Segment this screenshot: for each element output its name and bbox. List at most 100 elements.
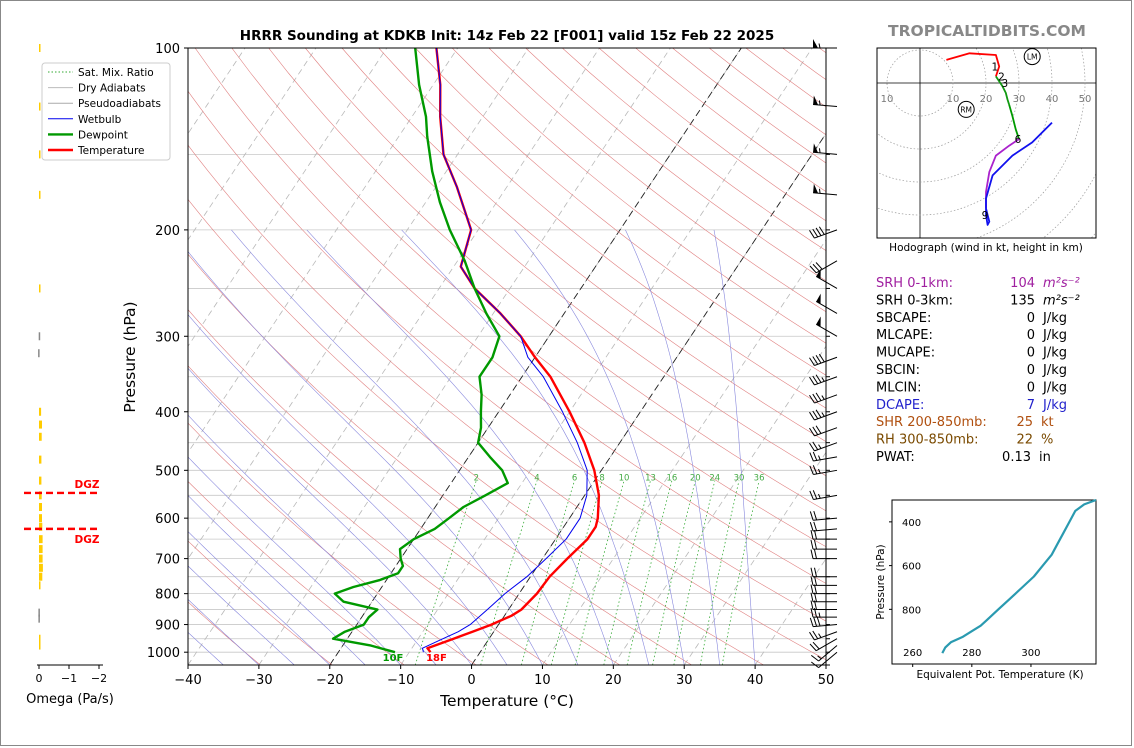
pseudoadiabat-line bbox=[188, 598, 260, 665]
wind-barb-full bbox=[815, 227, 822, 236]
isotherm-line bbox=[0, 48, 32, 665]
hodograph-ring-label: 20 bbox=[980, 94, 993, 105]
index-unit: m²s⁻² bbox=[1043, 276, 1080, 291]
pseudoadiabat-line bbox=[188, 456, 401, 665]
wind-barb-full bbox=[812, 451, 818, 461]
y-axis-label: Pressure (hPa) bbox=[121, 301, 139, 412]
theta-e-y-tick-label: 600 bbox=[902, 562, 921, 573]
wind-barb-flag bbox=[813, 143, 819, 153]
omega-bar bbox=[39, 44, 41, 52]
wind-barb-half bbox=[818, 493, 821, 499]
omega-bar bbox=[39, 563, 43, 572]
y-tick-label: 400 bbox=[155, 406, 180, 421]
index-value: 104 bbox=[1010, 276, 1035, 291]
omega-bar bbox=[39, 432, 42, 441]
omega-panel: 0 −1 −2 DGZ DGZ bbox=[24, 44, 107, 685]
index-value: 25 bbox=[1016, 415, 1033, 430]
legend-entry-label: Wetbulb bbox=[78, 114, 122, 126]
omega-tick-label: −1 bbox=[61, 672, 77, 685]
wind-barb-staff bbox=[814, 442, 838, 452]
index-label: PWAT: bbox=[876, 450, 915, 465]
legend-entry-label: Dry Adiabats bbox=[78, 83, 146, 95]
wind-barb-full bbox=[815, 392, 822, 401]
wind-barb-full bbox=[809, 617, 814, 627]
index-unit: J/kg bbox=[1042, 346, 1067, 361]
wind-barb-half bbox=[821, 412, 825, 417]
index-label: MLCIN: bbox=[876, 380, 921, 395]
omega-bar bbox=[39, 522, 43, 531]
isotherm-line bbox=[188, 48, 459, 454]
theta-e-x-label: Equivalent Pot. Temperature (K) bbox=[916, 669, 1083, 681]
index-unit: kt bbox=[1041, 415, 1054, 430]
isotherm-line bbox=[683, 451, 826, 665]
legend-entry-label: Pseudoadiabats bbox=[78, 98, 161, 110]
hodograph-rings: 10 10 20 30 40 50 RM LM 123 6 9 bbox=[877, 48, 1096, 238]
theta-e-y-tick-label: 800 bbox=[902, 605, 921, 616]
index-label: MLCAPE: bbox=[876, 328, 933, 343]
dry-adiabat-line bbox=[188, 253, 692, 665]
index-unit: J/kg bbox=[1042, 398, 1067, 413]
index-value: 135 bbox=[1010, 293, 1035, 308]
pseudoadiabat-line bbox=[306, 229, 614, 665]
omega-bar bbox=[39, 420, 42, 429]
omega-bar bbox=[39, 284, 41, 293]
x-tick-label: 20 bbox=[605, 673, 622, 688]
wind-barb-full bbox=[809, 427, 815, 437]
hodograph-height-label: 6 bbox=[1015, 134, 1022, 146]
wind-barb-full bbox=[812, 375, 819, 385]
surface-dewpoint-label: 10F bbox=[383, 653, 404, 664]
y-tick-label: 500 bbox=[155, 464, 180, 479]
hodograph-ring bbox=[975, 48, 1086, 238]
index-unit: J/kg bbox=[1042, 363, 1067, 378]
legend-entry-label: Sat. Mix. Ratio bbox=[78, 67, 154, 79]
wind-barb-full bbox=[815, 425, 822, 434]
index-label: MUCAPE: bbox=[876, 346, 935, 361]
omega-bar bbox=[39, 102, 41, 111]
x-tick-label: 50 bbox=[818, 673, 835, 688]
wind-barb-staff bbox=[813, 469, 838, 475]
skewt-plot-area bbox=[188, 48, 826, 665]
wind-barb-full bbox=[809, 643, 817, 652]
index-label: SHR 200-850mb: bbox=[876, 415, 987, 430]
wind-barb-full bbox=[814, 600, 817, 610]
wind-barb-staff bbox=[815, 638, 838, 652]
theta-e-panel: Equivalent Pot. Temperature (K) Pressure… bbox=[875, 498, 1097, 681]
wind-barb-full bbox=[809, 394, 815, 404]
hodograph-marker-label: LM bbox=[1027, 53, 1038, 62]
wind-barb-staff bbox=[814, 427, 838, 437]
wind-barb-staff bbox=[813, 517, 838, 521]
wind-barb-staff bbox=[813, 528, 838, 532]
wind-barb-full bbox=[813, 521, 818, 531]
hodograph-height-label: 1 bbox=[992, 62, 999, 74]
dry-adiabat-line bbox=[194, 48, 826, 584]
wind-barb-full bbox=[809, 411, 815, 421]
mixing-ratio-line bbox=[414, 480, 477, 665]
pseudoadiabat-line bbox=[401, 229, 650, 665]
wind-barb-full bbox=[810, 530, 814, 540]
omega-bar bbox=[38, 349, 40, 358]
legend-entry-label: Temperature bbox=[77, 145, 145, 157]
hodograph-ring bbox=[877, 48, 1020, 183]
skewt-plot: 2 4 6 8 10 13 16 20 24 30 36 10F 18F−40 −30 −20 −10 0 10… bbox=[0, 28, 835, 710]
chart-title: HRRR Sounding at KDKB Init: 14z Feb 22 [… bbox=[240, 28, 774, 44]
index-value: 0 bbox=[1027, 311, 1035, 326]
legend: Sat. Mix. Ratio Dry Adiabats Pseudoadiabat… bbox=[41, 62, 171, 161]
index-unit: J/kg bbox=[1042, 380, 1067, 395]
index-value: 0.13 bbox=[1002, 450, 1031, 465]
wind-barb-full bbox=[810, 654, 819, 662]
dry-adiabat-line bbox=[188, 480, 405, 665]
wind-barb-full bbox=[809, 265, 817, 274]
isotherm-line bbox=[258, 48, 671, 665]
mixing-ratio-label: 30 bbox=[734, 474, 745, 484]
pseudoadiabat-line bbox=[713, 229, 756, 665]
wind-barb-full bbox=[809, 511, 814, 521]
index-unit: in bbox=[1039, 450, 1051, 465]
y-tick-label: 800 bbox=[155, 588, 180, 603]
x-tick-label: 40 bbox=[747, 673, 764, 688]
index-value: 0 bbox=[1027, 328, 1035, 343]
isotherm-line bbox=[188, 48, 529, 560]
index-label: SBCIN: bbox=[876, 363, 920, 378]
mixing-ratio-line bbox=[550, 480, 603, 665]
omega-bar bbox=[39, 545, 43, 554]
